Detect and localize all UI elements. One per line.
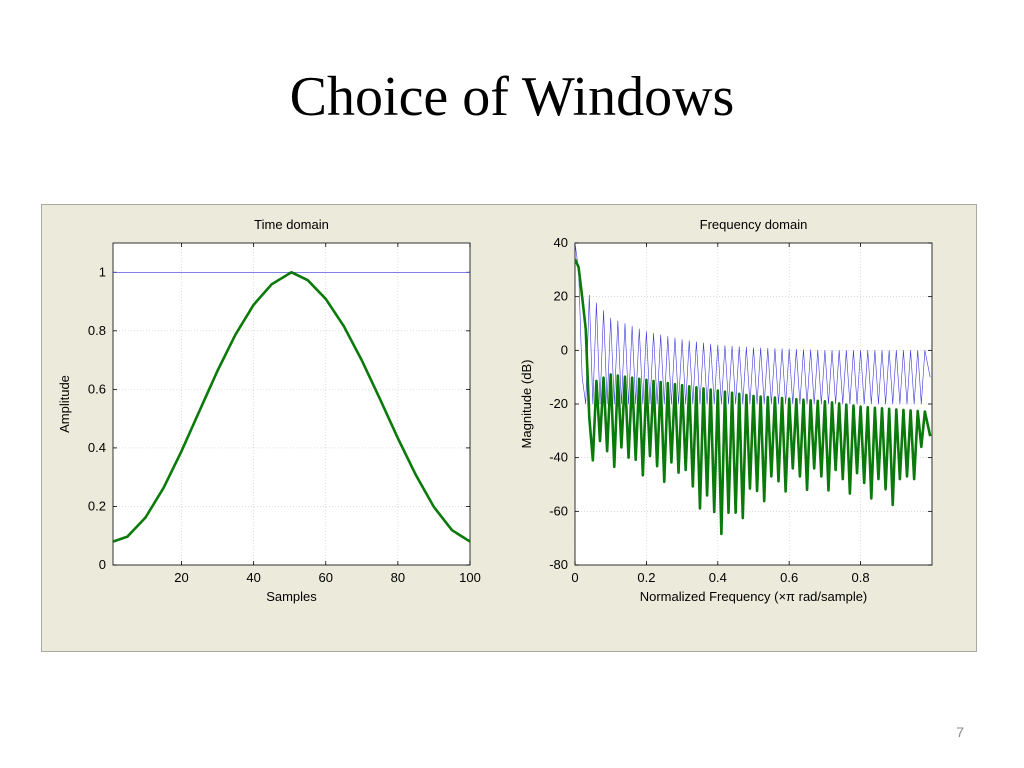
y-tick-label: 0.8	[88, 323, 106, 338]
y-tick-label: 1	[99, 264, 106, 279]
slide-title: Choice of Windows	[289, 66, 735, 128]
x-axis-label: Samples	[266, 589, 317, 604]
x-tick-label: 0	[571, 570, 578, 585]
y-axis-label: Magnitude (dB)	[519, 360, 534, 449]
y-tick-label: 0.2	[88, 498, 106, 513]
x-tick-label: 0.6	[780, 570, 798, 585]
x-tick-label: 0.8	[852, 570, 870, 585]
plot-area	[113, 243, 470, 565]
x-tick-label: 0.4	[709, 570, 727, 585]
series-line-hamming-window	[575, 258, 932, 536]
y-axis-label: Amplitude	[57, 375, 72, 433]
y-tick-label: -40	[549, 450, 568, 465]
x-tick-label: 40	[246, 570, 260, 585]
series-line-rectangular-window	[575, 243, 931, 405]
y-tick-label: 0	[561, 342, 568, 357]
axes-box	[112, 242, 471, 566]
x-tick-label: 20	[174, 570, 188, 585]
chart-title: Time domain	[254, 217, 329, 232]
y-tick-label: 0.6	[88, 381, 106, 396]
x-tick-label: 100	[459, 570, 481, 585]
y-tick-label: -80	[549, 557, 568, 572]
series-line-hamming-window	[113, 270, 470, 543]
y-tick-label: -20	[549, 396, 568, 411]
y-tick-label: 0.4	[88, 440, 106, 455]
y-tick-label: 40	[554, 235, 568, 250]
x-axis-label: Normalized Frequency (×π rad/sample)	[640, 589, 868, 604]
page-number: 7	[956, 724, 964, 740]
y-tick-label: 0	[99, 557, 106, 572]
y-tick-label: 20	[554, 289, 568, 304]
figure-panel: 20 40 60 80 100 0 0.2 0.4 0.6 0.8 1 Time domain Samp…	[41, 204, 977, 652]
figure-canvas: 20 40 60 80 100 0 0.2 0.4 0.6 0.8 1 Time domain Samp…	[57, 217, 933, 604]
chart-title: Frequency domain	[700, 217, 808, 232]
x-tick-label: 60	[319, 570, 333, 585]
y-tick-label: -60	[549, 503, 568, 518]
x-tick-label: 80	[391, 570, 405, 585]
x-tick-label: 0.2	[637, 570, 655, 585]
